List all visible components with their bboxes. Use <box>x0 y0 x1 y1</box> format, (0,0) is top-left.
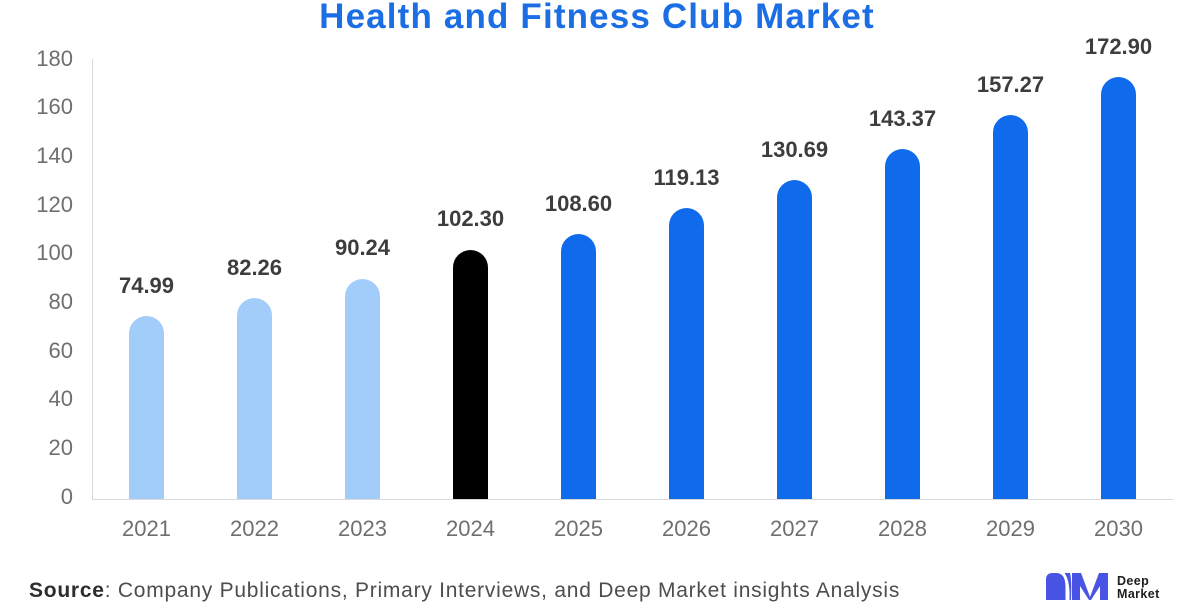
svg-text:Market: Market <box>1117 587 1160 600</box>
svg-text:Deep: Deep <box>1117 574 1149 588</box>
